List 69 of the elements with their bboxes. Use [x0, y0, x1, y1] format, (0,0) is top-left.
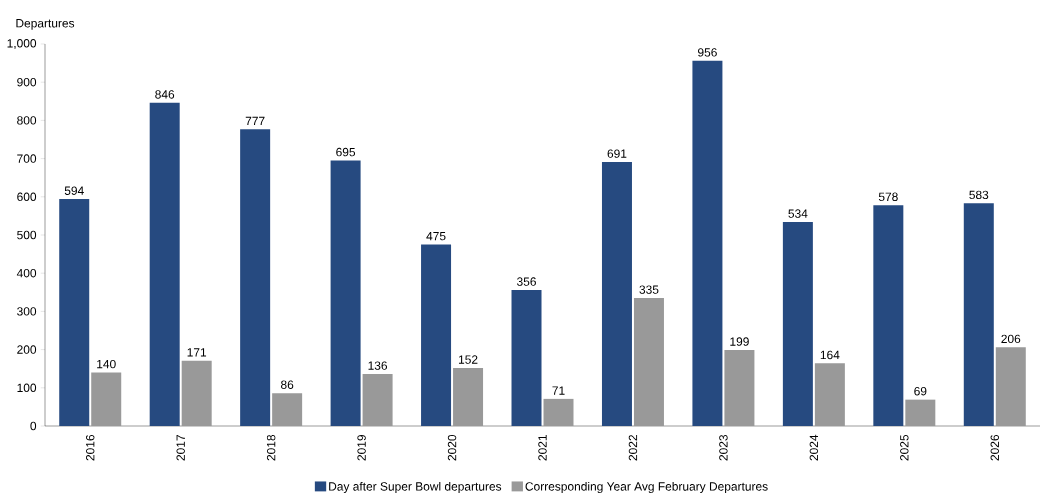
- data-label: 335: [639, 285, 659, 294]
- x-tick-label: 2022: [628, 435, 638, 461]
- bar: [453, 367, 484, 426]
- data-label: 594: [64, 186, 84, 195]
- y-tick-label: 300: [17, 307, 37, 316]
- bar: [995, 347, 1026, 426]
- data-label: 691: [607, 149, 627, 158]
- data-label: 164: [820, 350, 840, 360]
- bar: [963, 203, 994, 426]
- data-label: 956: [698, 48, 717, 57]
- y-tick-label: 400: [16, 268, 37, 278]
- data-label: 71: [552, 386, 565, 395]
- data-label: 140: [97, 359, 116, 369]
- y-tick-label: 500: [17, 230, 37, 240]
- legend-label: Corresponding Year Avg February Departures: [525, 481, 768, 494]
- data-label: 695: [336, 147, 356, 157]
- bar: [633, 298, 664, 426]
- bar: [814, 363, 845, 426]
- data-label: 475: [426, 232, 446, 241]
- data-label: 136: [368, 361, 388, 370]
- y-tick-label: 600: [17, 192, 37, 202]
- x-tick-label: 2018: [266, 434, 276, 461]
- bar: [692, 60, 723, 426]
- x-tick-label: 2025: [900, 434, 909, 461]
- x-tick-label: 2019: [357, 435, 366, 461]
- data-label: 152: [458, 355, 478, 364]
- y-axis-title: Departures: [16, 19, 75, 30]
- y-tick-label: 800: [17, 116, 37, 125]
- bar: [873, 205, 904, 426]
- y-tick-label: 900: [17, 77, 37, 87]
- y-tick-label: 0: [30, 421, 37, 431]
- bar: [782, 222, 813, 426]
- bar: [362, 374, 393, 426]
- data-label: 534: [788, 209, 808, 218]
- data-label: 356: [516, 277, 536, 286]
- x-tick-label: 2016: [86, 434, 95, 461]
- bar: [511, 290, 542, 426]
- x-tick-label: 2024: [809, 434, 819, 461]
- data-label: 69: [914, 387, 927, 396]
- data-label: 777: [245, 116, 265, 125]
- bar: [240, 129, 271, 426]
- y-tick-label: 700: [17, 154, 37, 163]
- x-tick-label: 2017: [176, 435, 185, 461]
- x-tick-label: 2021: [538, 435, 547, 461]
- bar: [724, 349, 755, 426]
- bar: [905, 399, 936, 426]
- data-label: 206: [1001, 334, 1021, 344]
- x-tick-label: 2023: [719, 434, 728, 461]
- bar: [59, 199, 90, 426]
- legend-label: Day after Super Bowl departures: [329, 481, 502, 494]
- bar: [601, 162, 632, 426]
- bar: [91, 372, 122, 426]
- data-label: 578: [878, 192, 898, 202]
- bar: [543, 398, 574, 426]
- data-label: 846: [155, 90, 175, 99]
- bar: [421, 244, 452, 426]
- x-tick-label: 2020: [447, 434, 457, 461]
- bar: [272, 393, 303, 426]
- y-tick-label: 1,000: [7, 39, 37, 49]
- data-label: 86: [281, 380, 294, 389]
- data-label: 199: [730, 337, 749, 346]
- y-tick-label: 100: [17, 383, 37, 393]
- x-tick-label: 2026: [990, 434, 1000, 461]
- data-label: 583: [969, 190, 989, 200]
- bar: [181, 360, 212, 426]
- y-tick-label: 200: [17, 345, 37, 354]
- bar: [149, 102, 180, 426]
- bar: [330, 160, 361, 426]
- data-label: 171: [187, 348, 207, 357]
